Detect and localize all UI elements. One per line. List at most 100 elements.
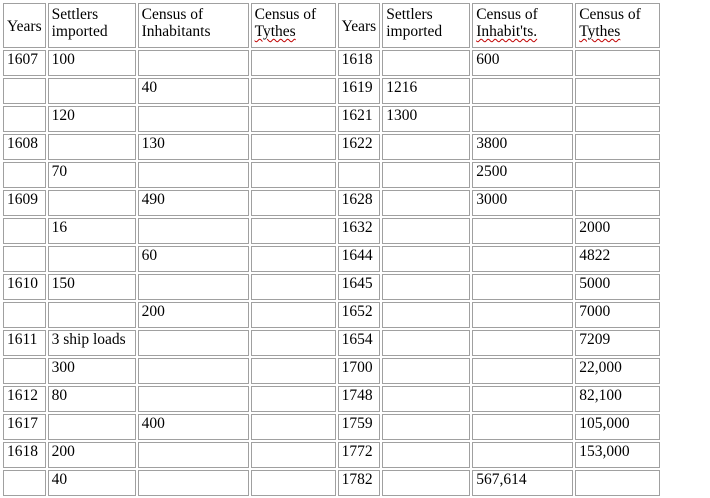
cell-years-right: 1644 bbox=[337, 246, 381, 272]
cell-census-tythes-left bbox=[250, 218, 336, 244]
cell-years-right: 1782 bbox=[337, 470, 381, 496]
cell-years-left: 1611 bbox=[3, 330, 46, 356]
cell-years-left bbox=[3, 78, 46, 104]
cell-census-inhabitants-right: 567,614 bbox=[472, 470, 574, 496]
cell-years-right: 1619 bbox=[337, 78, 381, 104]
cell-settlers-right bbox=[382, 302, 471, 328]
header-census-inhabitants-left: Census of Inhabitants bbox=[137, 3, 249, 48]
cell-census-tythes-right bbox=[575, 78, 661, 104]
cell-years-left bbox=[3, 218, 46, 244]
cell-census-inhabitants-right bbox=[472, 246, 574, 272]
cell-census-tythes-right: 4822 bbox=[575, 246, 661, 272]
header-row: Years Settlers imported Census of Inhabita… bbox=[3, 3, 661, 48]
cell-settlers-right bbox=[382, 358, 471, 384]
cell-years-right: 1622 bbox=[337, 134, 381, 160]
cell-years-right: 1772 bbox=[337, 442, 381, 468]
cell-census-tythes-left bbox=[250, 274, 336, 300]
cell-census-inhabitants-right: 3800 bbox=[472, 134, 574, 160]
table-row: 120 1621 1300 bbox=[3, 106, 661, 132]
cell-census-tythes-left bbox=[250, 162, 336, 188]
cell-years-left bbox=[3, 246, 46, 272]
cell-census-tythes-right bbox=[575, 162, 661, 188]
cell-census-tythes-right bbox=[575, 106, 661, 132]
cell-census-tythes-left bbox=[250, 386, 336, 412]
cell-census-tythes-right bbox=[575, 470, 661, 496]
table-row: 1608 130 1622 3800 bbox=[3, 134, 661, 160]
cell-census-tythes-left bbox=[250, 106, 336, 132]
cell-years-left bbox=[3, 302, 46, 328]
cell-census-inhabitants-left: 60 bbox=[137, 246, 249, 272]
cell-settlers-right bbox=[382, 470, 471, 496]
census-table: Years Settlers imported Census of Inhabita… bbox=[1, 1, 662, 498]
cell-years-left bbox=[3, 470, 46, 496]
cell-settlers-left bbox=[47, 134, 136, 160]
cell-years-right bbox=[337, 162, 381, 188]
cell-census-tythes-left bbox=[250, 190, 336, 216]
cell-years-right: 1654 bbox=[337, 330, 381, 356]
cell-settlers-left bbox=[47, 78, 136, 104]
cell-census-tythes-left bbox=[250, 302, 336, 328]
header-settlers-left: Settlers imported bbox=[47, 3, 136, 48]
table-row: 300 1700 22,000 bbox=[3, 358, 661, 384]
cell-census-tythes-left bbox=[250, 246, 336, 272]
cell-years-left: 1617 bbox=[3, 414, 46, 440]
cell-census-tythes-right: 2000 bbox=[575, 218, 661, 244]
cell-settlers-right bbox=[382, 246, 471, 272]
header-years-left: Years bbox=[3, 3, 46, 48]
cell-settlers-right bbox=[382, 330, 471, 356]
cell-census-tythes-left bbox=[250, 50, 336, 76]
cell-settlers-left bbox=[47, 302, 136, 328]
cell-census-inhabitants-left bbox=[137, 442, 249, 468]
cell-census-inhabitants-left bbox=[137, 274, 249, 300]
cell-years-right: 1628 bbox=[337, 190, 381, 216]
cell-census-inhabitants-left: 490 bbox=[137, 190, 249, 216]
cell-settlers-right bbox=[382, 218, 471, 244]
table-row: 1617 400 1759 105,000 bbox=[3, 414, 661, 440]
cell-census-inhabitants-right bbox=[472, 442, 574, 468]
cell-census-inhabitants-left bbox=[137, 218, 249, 244]
cell-census-inhabitants-right: 2500 bbox=[472, 162, 574, 188]
cell-settlers-left: 80 bbox=[47, 386, 136, 412]
header-census-tythes-left: Census of Tythes bbox=[250, 3, 336, 48]
cell-settlers-right bbox=[382, 442, 471, 468]
cell-census-tythes-left bbox=[250, 442, 336, 468]
cell-years-right: 1645 bbox=[337, 274, 381, 300]
cell-settlers-left: 200 bbox=[47, 442, 136, 468]
cell-census-inhabitants-left bbox=[137, 358, 249, 384]
cell-census-inhabitants-left bbox=[137, 106, 249, 132]
cell-census-tythes-right: 105,000 bbox=[575, 414, 661, 440]
header-census-inhabitants-right: Census of Inhabit'ts. bbox=[472, 3, 574, 48]
cell-census-inhabitants-left bbox=[137, 50, 249, 76]
table-row: 16 1632 2000 bbox=[3, 218, 661, 244]
table-row: 60 1644 4822 bbox=[3, 246, 661, 272]
table-row: 1611 3 ship loads 1654 7209 bbox=[3, 330, 661, 356]
cell-years-right: 1618 bbox=[337, 50, 381, 76]
cell-census-inhabitants-right bbox=[472, 330, 574, 356]
cell-census-inhabitants-right bbox=[472, 358, 574, 384]
cell-settlers-left: 300 bbox=[47, 358, 136, 384]
cell-years-right: 1621 bbox=[337, 106, 381, 132]
cell-census-tythes-right: 7209 bbox=[575, 330, 661, 356]
cell-census-inhabitants-right bbox=[472, 106, 574, 132]
cell-census-inhabitants-right bbox=[472, 386, 574, 412]
cell-census-inhabitants-right bbox=[472, 414, 574, 440]
cell-settlers-left: 40 bbox=[47, 470, 136, 496]
cell-years-left: 1607 bbox=[3, 50, 46, 76]
cell-settlers-left: 70 bbox=[47, 162, 136, 188]
header-years-right: Years bbox=[337, 3, 381, 48]
cell-years-left bbox=[3, 162, 46, 188]
cell-settlers-right bbox=[382, 50, 471, 76]
cell-settlers-right bbox=[382, 162, 471, 188]
cell-years-left: 1610 bbox=[3, 274, 46, 300]
table-row: 1609 490 1628 3000 bbox=[3, 190, 661, 216]
cell-census-tythes-left bbox=[250, 330, 336, 356]
cell-census-inhabitants-right bbox=[472, 218, 574, 244]
cell-census-inhabitants-right: 3000 bbox=[472, 190, 574, 216]
cell-settlers-right bbox=[382, 274, 471, 300]
cell-census-tythes-right: 7000 bbox=[575, 302, 661, 328]
cell-census-inhabitants-left: 400 bbox=[137, 414, 249, 440]
cell-census-inhabitants-left bbox=[137, 330, 249, 356]
cell-census-inhabitants-left bbox=[137, 470, 249, 496]
header-settlers-right: Settlers imported bbox=[382, 3, 471, 48]
cell-census-inhabitants-right bbox=[472, 302, 574, 328]
